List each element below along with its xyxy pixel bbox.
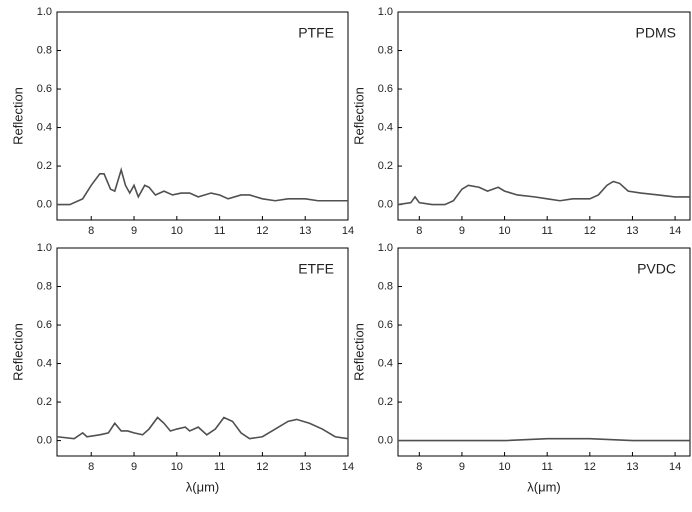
x-tick-label: 14 — [669, 225, 681, 237]
x-tick-label: 11 — [541, 225, 552, 237]
data-line — [398, 180, 690, 206]
x-tick-label: 13 — [626, 225, 638, 237]
y-tick-label: 0.0 — [37, 198, 52, 210]
x-tick-label: 13 — [299, 225, 311, 237]
y-tick-label: 0.4 — [378, 357, 393, 369]
x-tick-label: 8 — [416, 225, 422, 237]
data-line — [398, 437, 690, 442]
y-tick-label: 0.6 — [378, 319, 393, 331]
x-tick-label: 11 — [214, 225, 225, 237]
x-tick-label: 12 — [256, 225, 268, 237]
x-tick-label: 12 — [584, 225, 596, 237]
x-tick-label: 11 — [214, 461, 225, 473]
x-tick-label: 12 — [584, 461, 596, 473]
plot-frame — [397, 247, 691, 457]
plot-frame — [56, 11, 349, 221]
x-tick-label: 9 — [131, 461, 137, 473]
y-axis-label: Reflection — [10, 323, 25, 381]
plot-frame — [56, 247, 349, 457]
panel-title: ETFE — [298, 261, 334, 277]
x-tick-label: 11 — [541, 461, 552, 473]
x-axis-label: λ(μm) — [527, 479, 560, 494]
x-tick-label: 8 — [416, 461, 422, 473]
x-tick-label: 13 — [299, 461, 311, 473]
y-tick-label: 0.0 — [37, 434, 52, 446]
y-tick-label: 0.0 — [378, 434, 393, 446]
y-tick-label: 0.4 — [378, 121, 393, 133]
y-tick-label: 0.2 — [378, 160, 393, 172]
x-tick-label: 9 — [131, 225, 137, 237]
x-tick-label: 10 — [498, 225, 510, 237]
y-tick-label: 0.8 — [37, 44, 52, 56]
data-line — [57, 167, 348, 206]
y-tick-label: 1.0 — [378, 242, 393, 254]
panel-title: PVDC — [637, 261, 676, 277]
y-axis-label: Reflection — [351, 323, 366, 381]
y-tick-label: 0.0 — [378, 198, 393, 210]
x-tick-label: 10 — [171, 461, 183, 473]
y-tick-label: 0.6 — [378, 83, 393, 95]
y-tick-label: 0.2 — [37, 160, 52, 172]
data-line — [57, 416, 348, 440]
y-tick-label: 1.0 — [37, 242, 52, 254]
x-tick-label: 10 — [498, 461, 510, 473]
plot-frame — [397, 11, 691, 221]
y-tick-label: 0.6 — [37, 319, 52, 331]
x-tick-label: 10 — [171, 225, 183, 237]
x-tick-label: 13 — [626, 461, 638, 473]
x-tick-label: 8 — [88, 225, 94, 237]
x-tick-label: 9 — [459, 461, 465, 473]
panel-title: PDMS — [636, 25, 676, 41]
y-tick-label: 0.4 — [37, 357, 52, 369]
x-tick-label: 8 — [88, 461, 94, 473]
x-axis-label: λ(μm) — [186, 479, 219, 494]
y-axis-label: Reflection — [10, 87, 25, 145]
panel-title: PTFE — [298, 25, 334, 41]
y-tick-label: 0.8 — [378, 280, 393, 292]
y-tick-label: 1.0 — [378, 6, 393, 18]
y-tick-label: 0.2 — [37, 396, 52, 408]
y-tick-label: 0.6 — [37, 83, 52, 95]
y-tick-label: 0.4 — [37, 121, 52, 133]
y-axis-label: Reflection — [351, 87, 366, 145]
y-tick-label: 1.0 — [37, 6, 52, 18]
x-tick-label: 14 — [669, 461, 681, 473]
x-tick-label: 14 — [342, 225, 354, 237]
x-tick-label: 9 — [459, 225, 465, 237]
x-tick-label: 12 — [256, 461, 268, 473]
x-tick-label: 14 — [342, 461, 354, 473]
y-tick-label: 0.8 — [378, 44, 393, 56]
y-tick-label: 0.2 — [378, 396, 393, 408]
y-tick-label: 0.8 — [37, 280, 52, 292]
